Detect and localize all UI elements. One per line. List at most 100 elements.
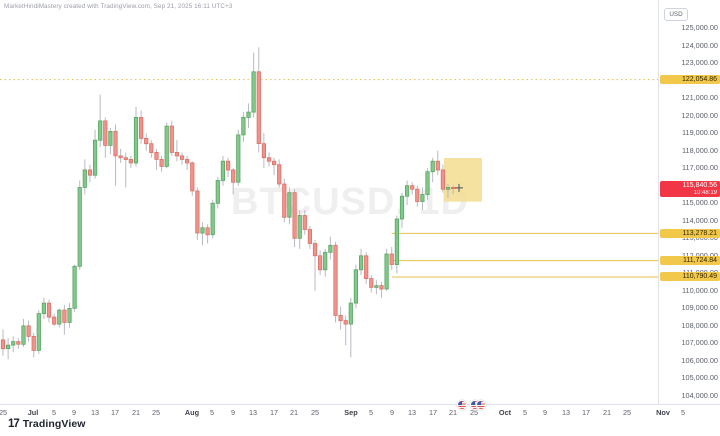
candle [277,159,282,188]
candle [41,297,47,319]
time-tick-label: 21 [131,408,141,417]
price-tick-label: 108,000.00 [681,320,718,330]
bar-close-countdown: 10:48:19 [693,189,717,196]
candle [399,192,405,228]
candle [271,157,277,176]
candle [138,110,144,144]
price-tick-label: 117,000.00 [682,163,718,173]
candle [430,157,435,183]
candle [364,252,369,284]
candle [98,94,103,148]
candle [87,164,93,183]
candle [169,120,174,156]
candle [307,226,313,249]
time-tick-label: 13 [561,408,571,417]
time-tick-label: 25 [151,408,161,417]
candle [256,47,261,153]
time-tick-label: 17 [428,408,438,417]
candle [190,161,195,197]
level-price-label: 122,054.86 [660,75,720,85]
candle [205,224,210,244]
candle [195,187,200,240]
candle [108,127,113,155]
candle [36,310,41,354]
time-axis[interactable]: 25 Jul 5 9 13 17 21 25 Aug 5 9 13 17 21 25 Sep 5 9 13 17 21 2… [0,400,720,420]
price-tick-label: 114,000.00 [682,215,718,225]
candle [343,315,348,346]
time-tick-month-label: Oct [498,408,512,417]
price-tick-label: 121,000.00 [681,93,718,103]
currency-usd-button[interactable]: USD [664,8,688,21]
time-tick-label: 21 [289,408,299,417]
event-flag-icon[interactable] [476,400,486,410]
price-tick-label: 124,000.00 [681,40,718,50]
candle [440,164,446,193]
chart-attribution: MarketHindiMastery created with TradingV… [4,3,233,10]
candle [215,177,220,209]
candle [379,282,384,298]
candle [410,182,415,195]
candle [450,185,456,195]
candle [46,299,52,323]
candle [328,236,333,260]
time-tick-label: 17 [269,408,279,417]
candle [103,117,108,158]
highlight-box-drawing[interactable] [444,158,482,202]
candle [184,155,190,170]
candle [31,332,36,358]
time-tick-label: 9 [389,408,395,417]
price-tick-label: 107,000.00 [681,338,718,348]
candle [123,152,128,188]
candle [241,112,246,142]
price-axis[interactable]: USD 125,000.00 124,000.00 123,000.00 121,00… [658,0,720,404]
candle [231,168,236,195]
candle [200,222,205,246]
tradingview-logo-text: TradingView [22,418,86,430]
price-tick-label: 125,000.00 [681,23,718,33]
tradingview-logo[interactable]: 17 TradingView [8,418,86,430]
candle [420,187,425,211]
time-tick-label: 25 [310,408,320,417]
chart-canvas[interactable] [0,0,658,404]
price-tick-label: 115,000.00 [682,198,718,208]
candle [11,336,16,353]
time-tick-label: 5 [209,408,215,417]
price-tick-label: 119,000.00 [682,128,718,138]
candle [261,133,267,169]
time-tick-label: 9 [71,408,77,417]
price-tick-label: 106,000.00 [681,355,718,365]
candle [0,329,6,356]
time-tick-label: 17 [581,408,591,417]
candle [353,264,359,309]
candle [358,248,364,276]
price-tick-label: 123,000.00 [681,58,718,68]
price-tick-label: 105,000.00 [681,373,718,383]
candle [149,140,154,158]
event-flag-icon[interactable] [457,400,467,410]
candle [6,338,11,360]
candle [82,159,87,195]
price-tick-label: 110,000.00 [682,285,718,295]
time-tick-label: 13 [248,408,258,417]
candle [93,129,98,179]
plus-marker-icon [455,183,463,192]
time-tick-label: 5 [522,408,528,417]
time-tick-label: 25 [0,408,8,417]
candle [394,215,400,274]
candle [251,52,256,118]
candle [369,275,374,293]
candle [26,320,31,342]
candle [445,184,451,198]
time-tick-month-label: Sep [344,408,358,417]
last-price-label: 115,840.56 10:48:19 [660,180,720,197]
candle [338,306,343,330]
candle [266,152,272,167]
time-tick-label: 9 [542,408,548,417]
candle [52,313,57,326]
level-price-label: 110,790.49 [660,272,720,282]
level-price-label: 113,278.21 [660,228,720,238]
candle [179,152,185,165]
last-price-value: 115,840.56 [682,181,717,189]
candle [415,185,420,207]
time-tick-label: 17 [110,408,120,417]
